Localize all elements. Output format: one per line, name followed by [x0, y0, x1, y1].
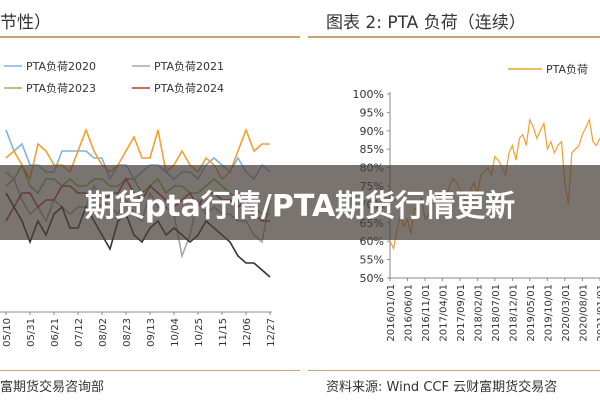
x-tick-label: 2016/06/01 [403, 284, 414, 342]
x-tick-label: 2018/07/01 [491, 284, 502, 342]
right-title-rule [308, 36, 600, 38]
x-tick-label: 09/13 [146, 318, 157, 347]
x-tick-label: 2017/09/01 [456, 284, 467, 342]
x-tick-label: 12/27 [266, 318, 277, 347]
x-tick-label: 2021/01/01 [596, 284, 600, 342]
x-tick-label: 2019/10/01 [543, 284, 554, 342]
legend-label: PTA负荷2024 [154, 81, 224, 95]
headline-banner: 期货pta行情/PTA期货行情更新 [0, 165, 600, 240]
y-tick-label: 85% [360, 143, 384, 156]
x-tick-label: 2018/02/01 [474, 284, 485, 342]
left-title-rule [0, 36, 300, 38]
x-tick-label: 12/06 [242, 318, 253, 347]
x-tick-label: 07/12 [74, 318, 85, 347]
x-tick-label: 2019/05/01 [526, 284, 537, 342]
legend-label: PTA负荷 [546, 62, 588, 76]
x-tick-label: 10/04 [170, 318, 181, 347]
right-source-rule [308, 370, 600, 371]
right-chart-title: 图表 2: PTA 负荷（连续） [326, 13, 526, 33]
y-tick-label: 90% [360, 125, 384, 138]
legend-label: PTA负荷2021 [154, 59, 224, 73]
left-source-rule [0, 370, 300, 371]
x-tick-label: 08/23 [122, 318, 133, 347]
legend-label: PTA负荷2020 [26, 59, 96, 73]
legend-label: PTA负荷2023 [26, 81, 96, 95]
x-tick-label: 05/31 [26, 318, 37, 347]
left-chart-source: 富期货交易咨询部 [0, 380, 105, 395]
x-tick-label: 2020/08/01 [578, 284, 589, 342]
x-tick-label: 2017/04/01 [438, 284, 449, 342]
x-tick-label: 10/25 [194, 318, 205, 347]
x-tick-label: 05/10 [2, 318, 13, 347]
x-tick-label: 2018/12/01 [508, 284, 519, 342]
y-tick-label: 95% [360, 106, 384, 119]
y-tick-label: 50% [360, 272, 384, 285]
x-tick-label: 06/21 [50, 318, 61, 347]
y-tick-label: 100% [353, 88, 384, 101]
x-tick-label: 08/02 [98, 318, 109, 347]
left-chart-title: 节性） [0, 13, 51, 33]
x-tick-label: 11/15 [218, 318, 229, 347]
x-tick-label: 2016/11/01 [421, 284, 432, 342]
headline-text: 期货pta行情/PTA期货行情更新 [84, 188, 516, 224]
y-tick-label: 55% [360, 254, 384, 267]
x-tick-label: 2016/01/01 [386, 284, 397, 342]
x-tick-label: 2020/03/01 [561, 284, 572, 342]
right-chart-source: 资料来源: Wind CCF 云财富期货交易咨 [326, 380, 558, 395]
